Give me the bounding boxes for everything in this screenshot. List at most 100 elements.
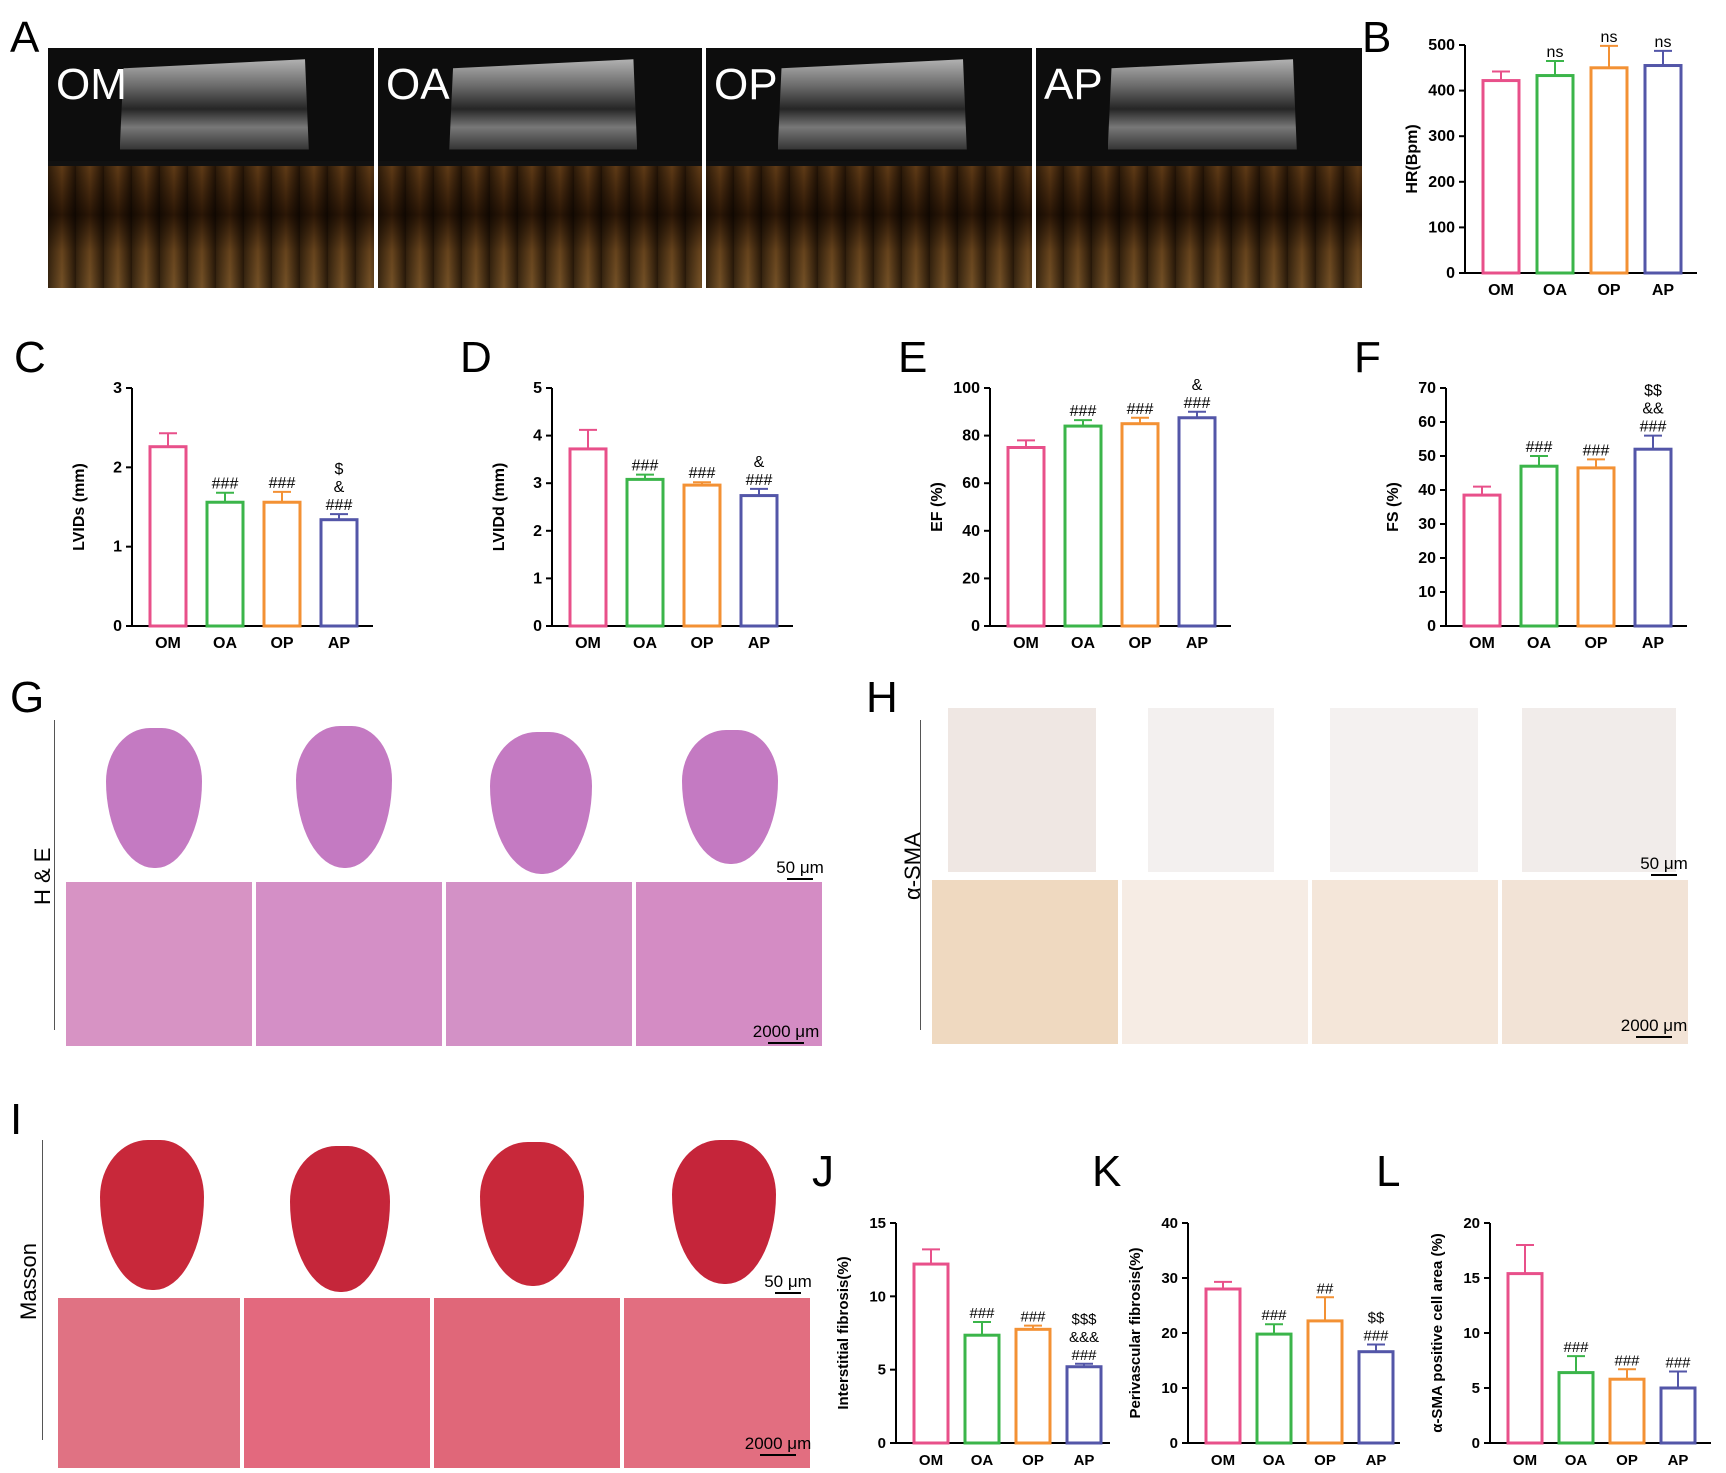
sma-scale-large: 2000 μm — [1614, 1016, 1694, 1038]
bar-om — [1204, 1287, 1242, 1445]
x-tick-label: OP — [1128, 635, 1151, 652]
significance-mark: ns — [1547, 44, 1564, 61]
y-axis-label: α-SMA positive cell area (%) — [1429, 1233, 1446, 1433]
significance-mark: ### — [1583, 442, 1610, 459]
y-tick-label: 5 — [878, 1362, 886, 1379]
bar-op — [1608, 1377, 1646, 1445]
bar-om — [1006, 446, 1046, 628]
bar-op — [1306, 1319, 1344, 1445]
significance-mark: $$ — [1368, 1310, 1385, 1327]
masson-heart-oa — [290, 1146, 390, 1292]
he-heart-ap — [682, 730, 778, 864]
x-tick-label: AP — [1652, 282, 1675, 299]
panel-label-b: B — [1362, 13, 1392, 62]
significance-mark: $$$ — [1071, 1311, 1097, 1328]
significance-mark: ns — [1601, 30, 1618, 46]
y-tick-label: 5 — [533, 380, 542, 397]
bar-ap — [1177, 416, 1217, 628]
scale-label: 50 μm — [764, 1272, 812, 1291]
significance-mark: ### — [269, 475, 296, 492]
chart-sma-area: 0 5 10 15 20 α-SMA positive cell area (%) OM OA… — [1429, 1215, 1711, 1469]
x-tick-label: OP — [1616, 1452, 1638, 1469]
panel-label-f: F — [1354, 333, 1381, 382]
y-tick-label: 20 — [1418, 550, 1436, 567]
chart-heart-rate: 0 100 200 300 400 500 HR(Bpm) OM OA ns OP ns AP ns — [1404, 30, 1697, 299]
y-tick-label: 100 — [953, 380, 980, 397]
bar-ap — [1643, 64, 1683, 275]
panel-label-c: C — [14, 333, 46, 382]
y-tick-label: 10 — [1161, 1380, 1178, 1397]
x-tick-label: OA — [1565, 1452, 1588, 1469]
scale-label: 2000 μm — [744, 1434, 812, 1453]
y-tick-label: 20 — [1161, 1325, 1178, 1342]
y-tick-label: 0 — [878, 1435, 886, 1452]
bar-oa — [1519, 464, 1559, 628]
y-tick-label: 3 — [113, 380, 122, 397]
significance-mark: $$ — [1644, 383, 1662, 400]
y-tick-label: 20 — [962, 570, 980, 587]
masson-heart-om — [100, 1140, 204, 1290]
panel-label-e: E — [898, 333, 928, 382]
chart-interstitial-fibrosis: 0 5 10 15 Interstitial fibrosis(%) OM OA ### OP #… — [835, 1215, 1110, 1469]
masson-tissue-op — [434, 1298, 620, 1468]
significance-mark: ### — [746, 472, 773, 489]
y-tick-label: 10 — [1463, 1325, 1480, 1342]
significance-mark: ns — [1655, 34, 1672, 51]
bar-oa — [1535, 74, 1575, 275]
y-tick-label: 60 — [962, 475, 980, 492]
significance-mark: ### — [632, 458, 659, 475]
x-tick-label: OA — [1527, 635, 1551, 652]
bar-om — [148, 445, 188, 628]
y-tick-label: 40 — [1418, 482, 1436, 499]
he-heart-om — [106, 728, 202, 868]
divider — [54, 720, 55, 1030]
bar-ap — [1633, 447, 1673, 628]
x-tick-label: AP — [1186, 635, 1209, 652]
he-tissue-op — [446, 882, 632, 1046]
panel-label-d: D — [460, 333, 492, 382]
significance-mark: ### — [1071, 1347, 1097, 1364]
y-tick-label: 2 — [533, 523, 542, 540]
y-tick-label: 500 — [1428, 37, 1455, 54]
y-tick-label: 40 — [962, 523, 980, 540]
bar-om — [912, 1262, 950, 1445]
bar-oa — [1255, 1332, 1293, 1445]
x-tick-label: AP — [748, 635, 771, 652]
significance-mark: & — [754, 454, 765, 471]
echo-image-ap: AP — [1036, 48, 1362, 288]
significance-mark: ### — [689, 465, 716, 482]
y-tick-label: 60 — [1418, 414, 1436, 431]
bar-om — [1462, 493, 1502, 628]
y-tick-label: 0 — [1446, 265, 1455, 282]
x-tick-label: OM — [155, 635, 181, 652]
he-scale-large: 2000 μm — [746, 1022, 826, 1044]
x-tick-label: OM — [1469, 635, 1495, 652]
y-tick-label: 40 — [1161, 1215, 1178, 1232]
y-tick-label: 0 — [533, 618, 542, 635]
sma-tissue-ap — [1502, 880, 1688, 1044]
sma-overview-om — [948, 708, 1096, 872]
significance-mark: ### — [1363, 1328, 1389, 1345]
significance-mark: ### — [326, 497, 353, 514]
y-tick-label: 400 — [1428, 83, 1455, 100]
x-tick-label: OP — [1314, 1452, 1336, 1469]
panel-label-k: K — [1092, 1147, 1122, 1196]
significance-mark: ### — [1127, 401, 1154, 418]
bar-ap — [739, 494, 779, 628]
bar-om — [1481, 79, 1521, 275]
panel-label-h: H — [866, 673, 898, 722]
he-heart-oa — [296, 726, 392, 868]
he-label: H & E — [30, 847, 55, 905]
y-tick-label: 70 — [1418, 380, 1436, 397]
bar-oa — [1557, 1371, 1595, 1445]
y-tick-label: 300 — [1428, 128, 1455, 145]
x-tick-label: AP — [1668, 1452, 1689, 1469]
significance-mark: &&& — [1069, 1329, 1099, 1346]
y-tick-label: 2 — [113, 459, 122, 476]
x-tick-label: OM — [575, 635, 601, 652]
y-tick-label: 50 — [1418, 448, 1436, 465]
y-axis-label: FS (%) — [1385, 482, 1402, 532]
y-tick-label: 30 — [1418, 516, 1436, 533]
